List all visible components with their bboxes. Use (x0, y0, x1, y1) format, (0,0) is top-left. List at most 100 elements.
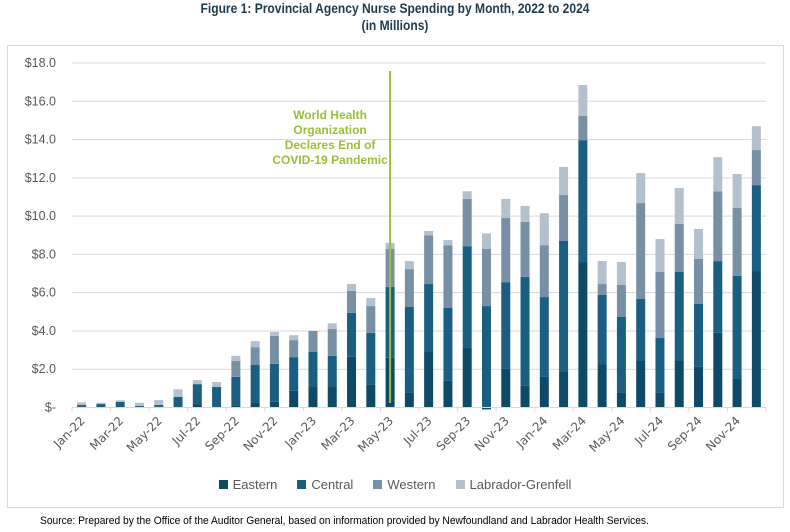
legend-swatch-labrador-grenfell (455, 480, 465, 489)
legend-swatch-eastern (218, 480, 228, 489)
bar-segment-labrador-grenfell (347, 284, 357, 291)
bar-segment-central (578, 140, 588, 263)
x-tick-label: Jan-23 (282, 414, 320, 452)
bar-segment-labrador-grenfell (501, 198, 511, 219)
bar-segment-central (501, 282, 511, 369)
chart-subtitle: (in Millions) (361, 17, 429, 33)
bar-segment-western (578, 116, 588, 141)
bar-segment-central (655, 338, 665, 393)
bar-segment-western (559, 195, 569, 241)
x-tick-label: Mar-24 (550, 414, 589, 453)
bar-segment-labrador-grenfell (481, 233, 491, 250)
bar-segment-central (559, 240, 569, 372)
bar-segment-eastern (694, 366, 704, 408)
bar-segment-central (616, 316, 626, 393)
x-tick-label: May-23 (355, 414, 396, 455)
bar-segment-eastern (481, 407, 491, 410)
legend-item-western: Western (373, 477, 436, 492)
bar-segment-central (366, 332, 376, 385)
bar-segment-central (481, 306, 491, 408)
bar-segment-labrador-grenfell (327, 323, 337, 330)
bar-segment-western (597, 284, 607, 295)
bar-segment-central (115, 401, 125, 407)
x-tick-label: Sep-23 (434, 414, 474, 454)
bar-segment-central (77, 405, 87, 407)
bar-segment-eastern (559, 371, 569, 408)
bar-segment-labrador-grenfell (134, 402, 144, 406)
bar-segment-central (713, 261, 723, 333)
y-tick-label: $6.0 (32, 286, 56, 300)
y-tick-label: $2.0 (32, 362, 56, 376)
bar-segment-central (597, 294, 607, 365)
bar-segment-central (250, 365, 260, 403)
annotation-text: Organization (293, 123, 366, 137)
chart-title: Figure 1: Provincial Agency Nurse Spendi… (200, 0, 590, 16)
bar-segment-central (327, 355, 337, 388)
bar-segment-central (96, 404, 106, 407)
bar-segment-eastern (501, 368, 511, 408)
bar-segment-western (616, 285, 626, 317)
legend-swatch-western (373, 480, 383, 489)
bar-segment-eastern (462, 347, 472, 408)
bar-segment-western (366, 306, 376, 333)
y-tick-label: $18.0 (25, 56, 56, 70)
bar-segment-western (732, 207, 742, 276)
bar-segment-eastern (597, 364, 607, 408)
bar-segment-central (462, 246, 472, 348)
bar-segment-labrador-grenfell (77, 402, 87, 406)
bar-segment-eastern (231, 405, 241, 408)
bar-segment-labrador-grenfell (751, 126, 761, 151)
legend: Eastern Central Western Labrador-Grenfel… (0, 477, 790, 492)
y-tick-label: $10.0 (25, 209, 56, 223)
bar-segment-labrador-grenfell (289, 335, 299, 341)
bar-segment-labrador-grenfell (559, 166, 569, 196)
bar-segment-western (501, 218, 511, 283)
bar-segment-eastern (616, 392, 626, 408)
x-tick-label: Jan-22 (50, 414, 88, 452)
bar-segment-western (424, 235, 434, 285)
annotation-text: COVID-19 Pandemic (272, 153, 388, 167)
bar-segment-eastern (539, 376, 549, 408)
bar-segment-western (694, 258, 704, 304)
legend-label: Eastern (232, 477, 278, 492)
bar-segment-eastern (520, 385, 530, 408)
bar-segment-central (173, 396, 183, 407)
bar-segment-eastern (308, 387, 318, 408)
bar-segment-eastern (578, 262, 588, 408)
bar-segment-western (347, 290, 357, 313)
bar-segment-eastern (250, 402, 260, 408)
bar-segment-labrador-grenfell (115, 400, 125, 402)
x-tick-label: May-24 (586, 414, 627, 455)
bar-segment-labrador-grenfell (539, 213, 549, 246)
y-tick-label: $16.0 (25, 94, 56, 108)
bar-segment-central (192, 384, 202, 405)
bar-segment-western (327, 329, 337, 356)
bar-segment-eastern (289, 390, 299, 408)
x-tick-label: Jul-24 (631, 414, 666, 449)
x-tick-label: Jul-23 (400, 414, 435, 449)
bar-segment-western (443, 245, 453, 308)
bar-segment-central (347, 312, 357, 357)
bar-segment-eastern (347, 356, 357, 408)
y-tick-label: $12.0 (25, 171, 56, 185)
bar-segment-labrador-grenfell (192, 380, 202, 385)
bar-segment-labrador-grenfell (732, 174, 742, 208)
x-tick-label: Jan-24 (513, 414, 551, 452)
bar-segment-central (732, 275, 742, 379)
bar-segment-central (154, 405, 164, 407)
bar-segment-labrador-grenfell (616, 262, 626, 286)
bar-segment-labrador-grenfell (578, 85, 588, 117)
bar-segment-labrador-grenfell (443, 240, 453, 246)
bar-segment-eastern (674, 360, 684, 408)
y-tick-label: $- (45, 401, 56, 415)
bar-segment-central (404, 307, 414, 393)
bar-segment-western (462, 198, 472, 247)
bar-segment-central (212, 387, 222, 407)
bar-segment-western (655, 271, 665, 339)
bar-segment-labrador-grenfell (212, 382, 222, 388)
bar-segment-central (674, 271, 684, 361)
bar-segment-eastern (366, 384, 376, 408)
bar-segment-labrador-grenfell (655, 239, 665, 272)
